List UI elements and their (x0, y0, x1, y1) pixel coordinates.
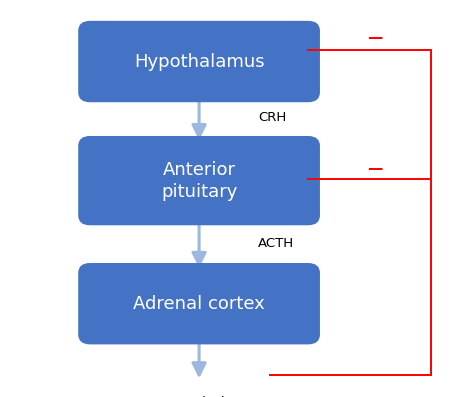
Text: Hypothalamus: Hypothalamus (134, 52, 264, 71)
FancyBboxPatch shape (78, 263, 320, 345)
FancyBboxPatch shape (78, 136, 320, 225)
Text: Adrenal cortex: Adrenal cortex (133, 295, 265, 313)
Text: —: — (367, 30, 382, 45)
FancyBboxPatch shape (78, 21, 320, 102)
Text: Anterior
pituitary: Anterior pituitary (161, 160, 237, 201)
Text: CRH: CRH (258, 112, 287, 124)
Text: —: — (367, 161, 382, 176)
Text: ACTH: ACTH (258, 237, 294, 250)
